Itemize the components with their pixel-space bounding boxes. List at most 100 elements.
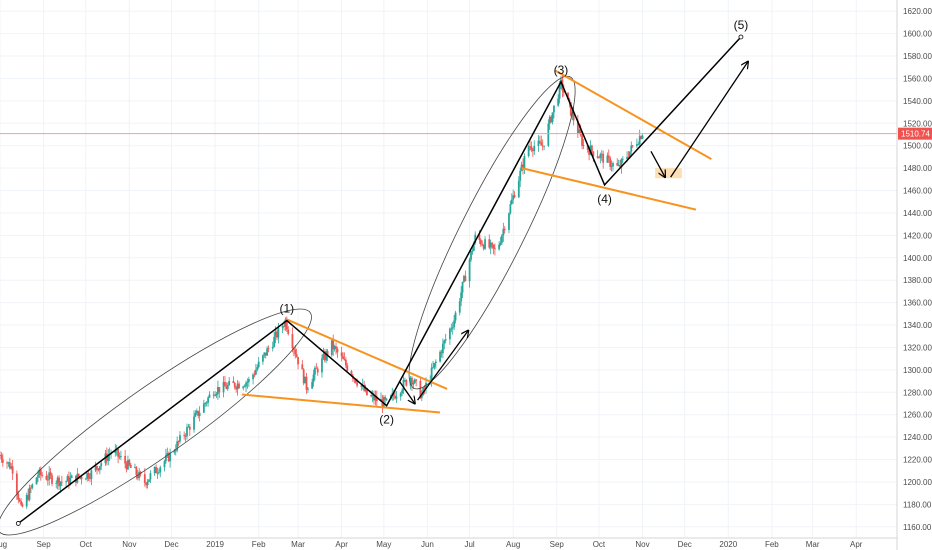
candle-body xyxy=(6,462,8,464)
y-tick-label[interactable]: 1200.00 xyxy=(903,478,932,487)
candle-body xyxy=(41,475,44,476)
y-tick-label[interactable]: 1500.00 xyxy=(903,142,932,151)
y-tick-label[interactable]: 1420.00 xyxy=(903,231,932,240)
candle-body xyxy=(482,245,485,249)
x-tick-label[interactable]: Mar xyxy=(806,540,820,549)
candle-body xyxy=(443,340,446,344)
y-tick-label[interactable]: 1540.00 xyxy=(903,97,932,106)
x-tick-label[interactable]: Apr xyxy=(850,540,863,549)
x-tick-label[interactable]: Dec xyxy=(164,540,178,549)
candle-body xyxy=(31,484,34,488)
y-tick-label[interactable]: 1300.00 xyxy=(903,366,932,375)
x-tick-label[interactable]: Feb xyxy=(765,540,779,549)
candle-body xyxy=(56,477,59,483)
y-tick-label[interactable]: 1380.00 xyxy=(903,276,932,285)
x-axis-ticks[interactable]: Aug Sep Oct Nov Dec 2019 Feb Mar Apr May Jun Jul Aug… xyxy=(0,540,863,549)
candle-body xyxy=(572,111,575,121)
candle-body xyxy=(242,386,245,389)
candle-body xyxy=(354,378,357,383)
y-tick-label[interactable]: 1240.00 xyxy=(903,433,932,442)
candle-body xyxy=(322,353,325,359)
candle-body xyxy=(94,466,97,471)
x-tick-label[interactable]: Nov xyxy=(635,540,649,549)
candle-body xyxy=(373,395,375,401)
candle-body xyxy=(385,398,388,400)
y-tick-label[interactable]: 1560.00 xyxy=(903,74,932,83)
candle-body xyxy=(159,467,162,473)
x-tick-label[interactable]: Jun xyxy=(421,540,434,549)
candle-body xyxy=(243,386,246,388)
candle-body xyxy=(489,242,492,248)
x-tick-label[interactable]: 2020 xyxy=(719,540,737,549)
candle-body xyxy=(194,413,197,417)
y-tick-label[interactable]: 1580.00 xyxy=(903,52,932,61)
candle-body xyxy=(98,466,101,471)
x-tick-label[interactable]: Sep xyxy=(550,540,565,549)
x-tick-label[interactable]: May xyxy=(376,540,391,549)
candle-body xyxy=(413,379,416,383)
y-tick-label[interactable]: 1360.00 xyxy=(903,299,932,308)
candle-body xyxy=(626,156,628,159)
candle-body xyxy=(0,455,1,456)
x-tick-label[interactable]: Aug xyxy=(0,540,7,549)
candle-body xyxy=(51,475,53,484)
x-tick-label[interactable]: Jul xyxy=(464,540,474,549)
x-tick-label[interactable]: Nov xyxy=(122,540,136,549)
orange-trend-line xyxy=(554,69,712,161)
candle-body xyxy=(156,472,159,474)
candle-body xyxy=(163,461,166,468)
y-tick-label[interactable]: 1520.00 xyxy=(903,119,932,128)
y-axis-ticks[interactable]: 1160.00 1180.00 1200.00 1220.00 1240.00 1260.… xyxy=(903,7,932,532)
candle-body xyxy=(640,136,643,139)
x-tick-label[interactable]: Oct xyxy=(80,540,93,549)
analysis-drawings: (1) (2) (3) (4) (5) xyxy=(0,18,748,536)
y-tick-label[interactable]: 1340.00 xyxy=(903,321,932,330)
candle-body xyxy=(471,250,474,252)
candle-body xyxy=(283,326,285,327)
x-tick-label[interactable]: Dec xyxy=(678,540,692,549)
x-tick-label[interactable]: Mar xyxy=(291,540,305,549)
candle-body xyxy=(49,472,52,476)
y-tick-label[interactable]: 1260.00 xyxy=(903,411,932,420)
y-tick-label[interactable]: 1480.00 xyxy=(903,164,932,173)
candle-body xyxy=(253,374,256,376)
y-tick-label[interactable]: 1620.00 xyxy=(903,7,932,16)
y-tick-label[interactable]: 1180.00 xyxy=(903,500,932,509)
candle-body xyxy=(375,396,378,402)
candle-body xyxy=(440,351,443,354)
y-tick-label[interactable]: 1160.00 xyxy=(903,523,932,532)
candle-body xyxy=(519,170,522,181)
candle-body xyxy=(128,460,131,465)
candle-body xyxy=(89,478,91,480)
y-tick-label[interactable]: 1400.00 xyxy=(903,254,932,263)
candle-body xyxy=(195,410,198,414)
candle-body xyxy=(401,390,404,394)
candle-body xyxy=(444,339,447,341)
y-tick-label[interactable]: 1220.00 xyxy=(903,456,932,465)
candle-body xyxy=(479,240,482,245)
x-tick-label[interactable]: Feb xyxy=(252,540,266,549)
candle-body xyxy=(305,376,308,390)
candle-body xyxy=(207,397,209,403)
candle-body xyxy=(364,388,367,391)
y-tick-label[interactable]: 1440.00 xyxy=(903,209,932,218)
candle-body xyxy=(149,473,152,480)
candle-body xyxy=(522,164,524,169)
x-tick-label[interactable]: Oct xyxy=(593,540,606,549)
y-tick-label[interactable]: 1600.00 xyxy=(903,30,932,39)
candle-body xyxy=(1,459,4,463)
x-tick-label[interactable]: 2019 xyxy=(206,540,224,549)
y-tick-label[interactable]: 1460.00 xyxy=(903,187,932,196)
candle-body xyxy=(224,381,226,387)
candle-body xyxy=(15,473,18,494)
x-tick-label[interactable]: Aug xyxy=(506,540,520,549)
x-tick-label[interactable]: Apr xyxy=(335,540,348,549)
y-tick-label[interactable]: 1280.00 xyxy=(903,388,932,397)
candle-body xyxy=(562,90,565,93)
candle-body xyxy=(533,145,536,152)
y-tick-label[interactable]: 1320.00 xyxy=(903,343,932,352)
candle-body xyxy=(65,481,67,483)
x-tick-label[interactable]: Sep xyxy=(36,540,51,549)
candle-body xyxy=(481,244,484,246)
